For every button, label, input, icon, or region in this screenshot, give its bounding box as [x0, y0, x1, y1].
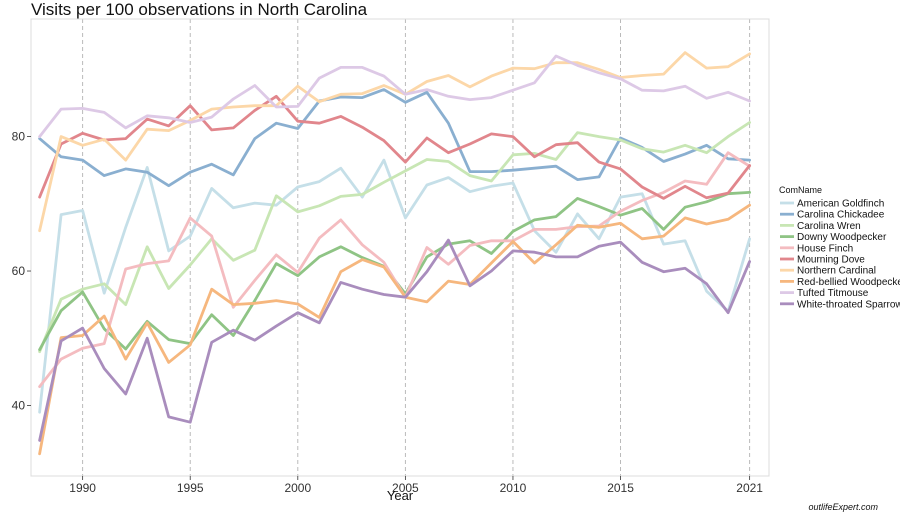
x-tick-label: 1990	[69, 481, 96, 495]
series-line-mourning-dove	[38, 94, 751, 200]
legend-label-tufted-titmouse: Tufted Titmouse	[797, 288, 869, 299]
legend-label-american-goldfinch: American Goldfinch	[797, 199, 884, 210]
legend-label-northern-cardinal: Northern Cardinal	[797, 266, 876, 277]
x-axis: 1990 1995 2000 2005 2010 2015 2021	[69, 476, 763, 495]
legend-label-house-finch: House Finch	[797, 243, 853, 254]
legend-label-mourning-dove: Mourning Dove	[797, 255, 865, 266]
legend-title: ComName	[779, 185, 822, 195]
legend-label-carolina-chickadee: Carolina Chickadee	[797, 210, 885, 221]
y-tick-label: 60	[12, 264, 26, 278]
series-line-american-goldfinch	[38, 158, 751, 414]
x-tick-label: 2015	[607, 481, 634, 495]
grid-lines	[82, 19, 751, 476]
x-tick-label: 2005	[392, 481, 419, 495]
legend-label-red-bellied-woodpecker: Red-bellied Woodpecker	[797, 277, 900, 288]
series-line-tufted-titmouse	[38, 54, 751, 139]
series-line-carolina-wren	[38, 121, 751, 354]
series-line-carolina-chickadee	[38, 88, 751, 188]
x-axis-label: Year	[387, 488, 414, 503]
plot-border	[30, 18, 770, 477]
legend-label-downy-woodpecker: Downy Woodpecker	[797, 232, 887, 243]
watermark: outlifeExpert.com	[808, 502, 878, 512]
x-tick-label: 2021	[736, 481, 763, 495]
series-line-red-bellied-woodpecker	[38, 203, 751, 456]
legend-label-carolina-wren: Carolina Wren	[797, 221, 861, 232]
y-axis: 40 60 80	[12, 130, 31, 412]
chart-title: Visits per 100 observations in North Car…	[31, 0, 368, 19]
y-tick-label: 40	[12, 398, 26, 412]
plot-frame	[30, 18, 770, 477]
legend-label-white-throated-sparrow: White-throated Sparrow	[797, 299, 900, 310]
series-line-northern-cardinal	[38, 51, 751, 233]
series-layer	[38, 51, 751, 456]
x-tick-label: 2010	[500, 481, 527, 495]
x-tick-label: 1995	[177, 481, 204, 495]
series-line-white-throated-sparrow	[38, 238, 751, 442]
y-tick-label: 80	[12, 130, 26, 144]
x-tick-label: 2000	[284, 481, 311, 495]
